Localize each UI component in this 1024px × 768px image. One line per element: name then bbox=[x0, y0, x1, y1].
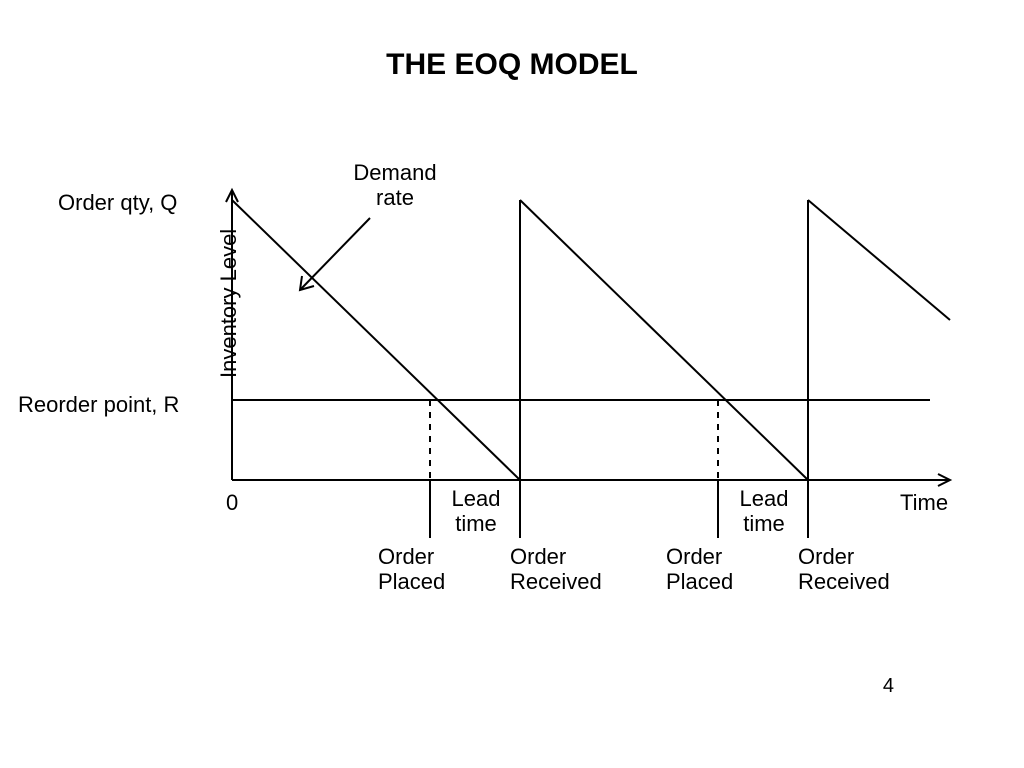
demand-rate-label: Demand rate bbox=[340, 160, 450, 211]
order-placed-label-2: Order Placed bbox=[666, 544, 733, 595]
order-received-label-1: Order Received bbox=[510, 544, 602, 595]
order-placed-l2: Placed bbox=[378, 569, 445, 594]
lead-time-line1b: Lead bbox=[740, 486, 789, 511]
lead-time-label-2: Lead time bbox=[724, 486, 804, 537]
order-qty-label: Order qty, Q bbox=[58, 190, 177, 215]
lead-time-line1: Lead bbox=[452, 486, 501, 511]
order-received-l1b: Order bbox=[798, 544, 854, 569]
demand-rate-line1: Demand bbox=[353, 160, 436, 185]
x-axis-label: Time bbox=[900, 490, 948, 515]
order-received-l2b: Received bbox=[798, 569, 890, 594]
lead-time-line2b: time bbox=[743, 511, 785, 536]
order-received-l2: Received bbox=[510, 569, 602, 594]
reorder-point-label: Reorder point, R bbox=[18, 392, 179, 417]
order-placed-l1: Order bbox=[378, 544, 434, 569]
eoq-diagram bbox=[0, 0, 1024, 768]
order-placed-l1b: Order bbox=[666, 544, 722, 569]
page-number: 4 bbox=[883, 675, 894, 698]
order-received-l1: Order bbox=[510, 544, 566, 569]
lead-time-line2: time bbox=[455, 511, 497, 536]
y-axis-label: Inventory Level bbox=[216, 229, 242, 378]
order-received-label-2: Order Received bbox=[798, 544, 890, 595]
origin-tick-label: 0 bbox=[226, 490, 238, 515]
order-placed-label-1: Order Placed bbox=[378, 544, 445, 595]
demand-rate-line2: rate bbox=[376, 185, 414, 210]
order-placed-l2b: Placed bbox=[666, 569, 733, 594]
lead-time-label-1: Lead time bbox=[436, 486, 516, 537]
